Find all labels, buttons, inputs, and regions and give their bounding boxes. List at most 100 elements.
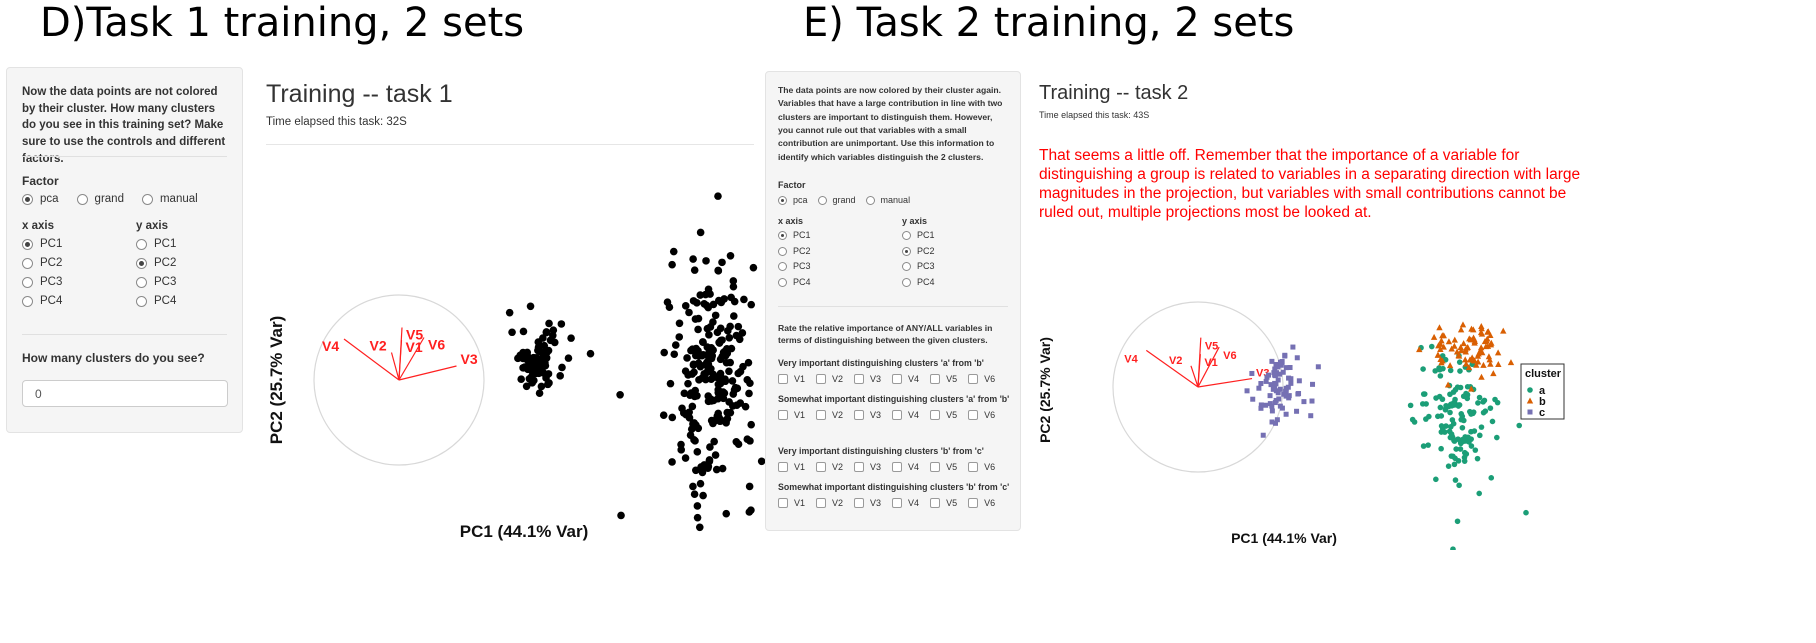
checkbox-v4[interactable]: V4 <box>892 498 919 508</box>
checkbox-v2[interactable]: V2 <box>816 498 843 508</box>
data-point-outlier <box>1523 509 1529 516</box>
checkbox-v1[interactable]: V1 <box>778 410 805 420</box>
checkbox-v5[interactable]: V5 <box>930 410 957 420</box>
data-point-b <box>1457 343 1464 350</box>
radio-icon <box>136 238 147 250</box>
checkbox-v6[interactable]: V6 <box>968 410 995 420</box>
data-point-c <box>1277 386 1283 392</box>
data-point <box>684 379 692 388</box>
checkbox-v5[interactable]: V5 <box>930 498 957 508</box>
x-option-pc2[interactable]: PC2 <box>778 246 811 256</box>
factor-option-manual[interactable]: manual <box>141 193 198 205</box>
data-point-b <box>1437 346 1444 353</box>
data-point <box>736 399 745 407</box>
data-point-b <box>1500 327 1507 334</box>
data-point-a <box>1459 424 1466 431</box>
checkbox-v4[interactable]: V4 <box>892 462 919 472</box>
data-point <box>712 465 721 474</box>
data-point-b <box>1478 373 1485 380</box>
checkbox-v6[interactable]: V6 <box>968 462 995 472</box>
radio-icon <box>22 257 33 269</box>
data-point-a <box>1439 425 1446 432</box>
cluster-count-input[interactable] <box>22 380 228 407</box>
data-point <box>694 325 702 334</box>
axis-line-v3 <box>1197 377 1253 388</box>
checkbox-v3[interactable]: V3 <box>854 374 881 384</box>
data-point <box>535 347 544 356</box>
data-point-a <box>1432 368 1439 374</box>
x-option-pc3[interactable]: PC3 <box>778 261 811 271</box>
checkbox-v3[interactable]: V3 <box>854 498 881 508</box>
data-point <box>617 511 625 520</box>
data-point <box>508 328 516 337</box>
data-point-a <box>1428 343 1435 350</box>
data-point <box>705 457 714 466</box>
checkbox-v4[interactable]: V4 <box>892 410 919 420</box>
y-option-pc4[interactable]: PC4 <box>902 277 935 287</box>
checkbox-icon <box>778 374 788 384</box>
checkbox-v3[interactable]: V3 <box>854 410 881 420</box>
data-point <box>522 382 531 391</box>
checkbox-v5[interactable]: V5 <box>930 462 957 472</box>
factor-option-grand[interactable]: grand <box>76 193 124 205</box>
data-point-a <box>1423 416 1429 422</box>
checkbox-v2[interactable]: V2 <box>816 374 843 384</box>
checkbox-v5[interactable]: V5 <box>930 374 957 384</box>
data-point-a <box>1433 395 1439 401</box>
checkbox-v1[interactable]: V1 <box>778 462 805 472</box>
axis-line-v5 <box>1197 337 1202 388</box>
y-option-pc4[interactable]: PC4 <box>136 295 176 307</box>
factor-option-pca[interactable]: pca <box>778 195 808 205</box>
factor-label: Factor <box>778 180 806 190</box>
data-point-b <box>1480 361 1487 368</box>
x-option-pc2[interactable]: PC2 <box>22 257 62 269</box>
x-option-pc4[interactable]: PC4 <box>22 295 62 307</box>
factor-label: Factor <box>22 174 59 188</box>
data-point <box>729 282 738 291</box>
y-option-pc1[interactable]: PC1 <box>902 230 935 240</box>
data-point <box>557 320 566 328</box>
data-point <box>694 424 703 433</box>
task1-page-title: Training -- task 1 <box>266 80 453 108</box>
factor-option-grand[interactable]: grand <box>817 195 856 205</box>
checkbox-v1[interactable]: V1 <box>778 374 805 384</box>
data-point-c <box>1310 381 1316 387</box>
checkbox-v4[interactable]: V4 <box>892 374 919 384</box>
factor-option-pca[interactable]: pca <box>22 193 59 205</box>
data-point <box>670 350 679 359</box>
data-point <box>697 463 705 471</box>
data-point-b <box>1487 360 1494 367</box>
y-option-pc1[interactable]: PC1 <box>136 238 176 250</box>
data-point-a <box>1453 446 1459 452</box>
data-point-a <box>1463 451 1470 457</box>
checkbox-v2[interactable]: V2 <box>816 410 843 420</box>
data-point-a <box>1457 368 1463 374</box>
radio-icon <box>76 193 88 205</box>
data-point-b <box>1484 342 1492 349</box>
data-point-b <box>1462 360 1470 367</box>
x-axis-label: x axis <box>778 216 804 226</box>
radio-icon <box>778 230 787 240</box>
checkbox-v1[interactable]: V1 <box>778 498 805 508</box>
data-point <box>704 366 713 374</box>
x-option-pc1[interactable]: PC1 <box>22 238 62 250</box>
data-point <box>691 315 700 323</box>
factor-option-manual[interactable]: manual <box>865 195 910 205</box>
checkbox-v6[interactable]: V6 <box>968 374 995 384</box>
x-option-pc1[interactable]: PC1 <box>778 230 811 240</box>
data-point <box>707 397 716 405</box>
y-option-pc3[interactable]: PC3 <box>902 261 935 271</box>
data-point-a <box>1433 476 1439 483</box>
x-option-pc3[interactable]: PC3 <box>22 276 62 288</box>
y-option-pc2[interactable]: PC2 <box>136 257 176 269</box>
y-option-pc2[interactable]: PC2 <box>902 246 935 256</box>
checkbox-v2[interactable]: V2 <box>816 462 843 472</box>
checkbox-v3[interactable]: V3 <box>854 462 881 472</box>
x-option-pc4[interactable]: PC4 <box>778 277 811 287</box>
checkbox-v6[interactable]: V6 <box>968 498 995 508</box>
data-point <box>749 263 758 272</box>
data-point <box>735 335 744 344</box>
data-point <box>730 297 739 306</box>
y-option-pc3[interactable]: PC3 <box>136 276 176 288</box>
data-point-b <box>1430 333 1438 340</box>
